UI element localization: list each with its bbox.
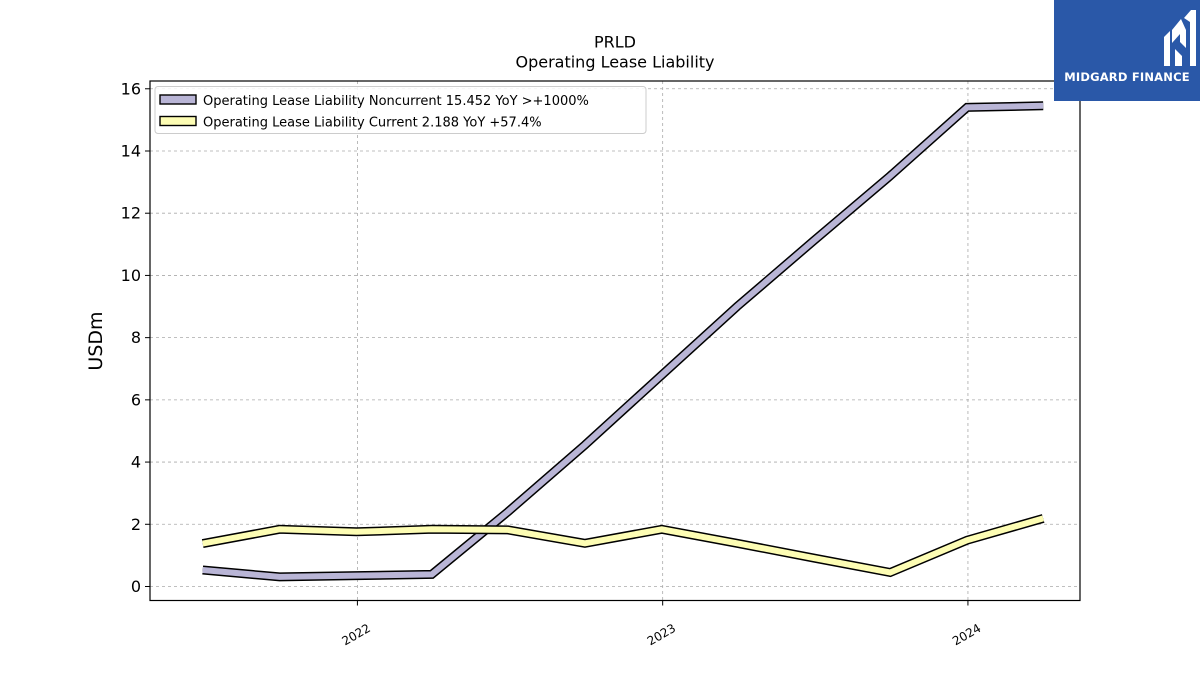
legend-box [154, 86, 647, 134]
y-tick-label: 4 [131, 453, 141, 472]
x-tick-label: 2024 [950, 621, 983, 648]
grid [150, 81, 1080, 601]
y-tick-label: 10 [121, 266, 141, 285]
y-axis-label: USDm [85, 311, 107, 370]
y-tick-label: 0 [131, 577, 141, 596]
legend-label-noncurrent: Operating Lease Liability Noncurrent 15.… [203, 94, 589, 109]
y-tick-label: 6 [131, 390, 141, 409]
x-tick-label: 2022 [339, 621, 372, 648]
legend-swatch-noncurrent [159, 94, 197, 105]
y-tick-label: 2 [131, 515, 141, 534]
logo-text: MIDGARD FINANCE [1064, 70, 1190, 84]
x-axis: 2022 2023 2024 [339, 600, 983, 648]
x-tick-label: 2023 [645, 621, 678, 648]
series-line-operating-lease-liability-noncurrent-outline [202, 101, 1044, 582]
logo-mark-icon [1164, 10, 1196, 66]
legend-swatch-current [159, 115, 197, 127]
y-axis: 0 2 4 6 8 10 12 14 16 [121, 79, 150, 596]
y-tick-label: 8 [131, 328, 141, 347]
y-tick-label: 14 [121, 141, 141, 160]
series-lines [201, 101, 1045, 582]
y-tick-label: 16 [121, 79, 141, 98]
y-tick-label: 12 [121, 204, 141, 223]
plot-frame [149, 80, 1081, 602]
midgard-finance-logo: MIDGARD FINANCE [1054, 0, 1200, 101]
series-line-operating-lease-liability-noncurrent [202, 102, 1044, 580]
legend: Operating Lease Liability Noncurrent 15.… [154, 86, 647, 134]
legend-label-current: Operating Lease Liability Current 2.188 … [203, 116, 542, 131]
chart-subtitle: Operating Lease Liability [515, 53, 714, 72]
series-line-operating-lease-liability-current [202, 515, 1045, 576]
chart-title: PRLD [594, 33, 636, 52]
